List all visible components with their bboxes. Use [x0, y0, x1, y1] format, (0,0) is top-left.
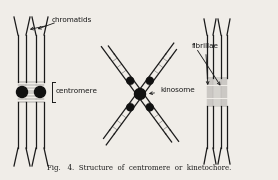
Text: chromatids: chromatids [31, 17, 92, 30]
Text: kinosome: kinosome [150, 87, 195, 94]
Circle shape [127, 104, 134, 111]
Circle shape [146, 104, 153, 111]
Circle shape [135, 89, 145, 100]
Circle shape [146, 77, 153, 84]
Text: fibrillae: fibrillae [192, 43, 219, 84]
Text: centromere: centromere [56, 88, 98, 94]
Circle shape [34, 87, 46, 98]
Circle shape [127, 77, 134, 84]
Circle shape [16, 87, 28, 98]
Text: Fig.   4.  Structure  of  centromere  or  kinetochore.: Fig. 4. Structure of centromere or kinet… [47, 164, 231, 172]
